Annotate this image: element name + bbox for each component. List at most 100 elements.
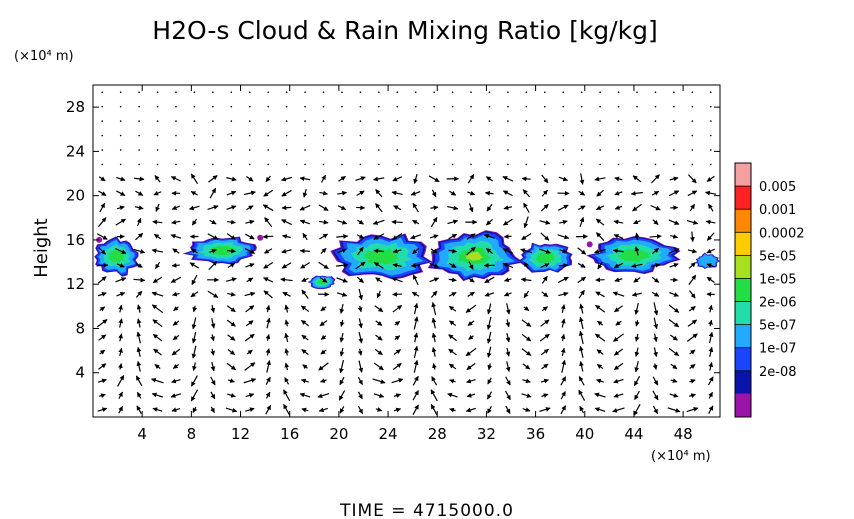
wind-vector xyxy=(579,173,585,185)
wind-vector xyxy=(448,348,457,356)
wind-vector xyxy=(503,234,512,239)
wind-vector xyxy=(540,348,549,356)
cloud-contour-region xyxy=(363,248,400,265)
wind-vector xyxy=(372,378,386,384)
wind-vector xyxy=(190,375,198,387)
wind-vector xyxy=(708,304,713,313)
wind-vector xyxy=(708,391,714,399)
wind-vector xyxy=(521,393,532,398)
wind-vector xyxy=(245,219,255,225)
wind-vector xyxy=(614,176,623,182)
wind-vector xyxy=(230,163,233,166)
wind-vector xyxy=(226,277,237,282)
wind-vector xyxy=(617,149,620,151)
wind-vector xyxy=(191,345,197,359)
wind-vector xyxy=(670,363,678,370)
wind-vector xyxy=(248,120,251,122)
wind-vector xyxy=(558,291,569,297)
colorbar-level-label: 1e-05 xyxy=(759,272,797,287)
wind-vector xyxy=(430,205,439,211)
wind-vector xyxy=(322,149,325,151)
wind-vector xyxy=(413,173,418,185)
wind-vector xyxy=(673,134,675,137)
wind-vector xyxy=(378,134,380,137)
wind-vector xyxy=(193,149,196,151)
wind-vector xyxy=(544,105,546,108)
wind-vector xyxy=(466,393,476,398)
wind-vector xyxy=(244,362,256,371)
wind-vector xyxy=(634,320,640,327)
x-tick-label: 40 xyxy=(575,425,594,443)
wind-vector xyxy=(595,218,605,226)
wind-vector xyxy=(285,120,288,122)
x-tick-label: 36 xyxy=(526,425,545,443)
wind-vector xyxy=(322,105,325,108)
wind-vector xyxy=(284,304,290,313)
wind-vector xyxy=(356,205,366,211)
wind-vector xyxy=(318,362,329,371)
y-unit-label: (×10⁴ m) xyxy=(14,49,74,64)
wind-vector xyxy=(614,305,624,313)
wind-vector xyxy=(412,404,419,415)
wind-vector xyxy=(265,404,272,415)
wind-vector xyxy=(449,320,457,326)
wind-vector xyxy=(502,248,514,254)
wind-vector xyxy=(557,234,570,240)
cloud-speckle xyxy=(586,241,593,248)
wind-vector xyxy=(613,219,624,225)
cloud-speckle xyxy=(96,236,103,243)
wind-vector xyxy=(521,176,531,182)
wind-vector xyxy=(599,149,601,151)
wind-vector xyxy=(378,120,380,122)
colorbar-level-label: 1e-07 xyxy=(759,342,797,357)
wind-vector xyxy=(502,262,514,269)
wind-vector xyxy=(320,378,327,383)
wind-vector xyxy=(339,332,345,343)
wind-vector xyxy=(706,248,716,254)
wind-vector xyxy=(650,204,661,211)
wind-vector xyxy=(595,205,605,211)
wind-vector xyxy=(170,393,182,398)
wind-vector xyxy=(577,276,587,284)
wind-vector xyxy=(396,105,399,108)
wind-vector xyxy=(156,149,159,151)
colorbar-level-label: 0.001 xyxy=(759,203,796,218)
wind-vector xyxy=(152,333,163,342)
wind-vector xyxy=(96,233,108,240)
wind-vector xyxy=(705,219,716,225)
wind-vector xyxy=(281,205,292,211)
wind-vector xyxy=(544,120,546,122)
wind-vector xyxy=(504,277,512,282)
wind-vector xyxy=(301,277,309,282)
wind-vector xyxy=(210,334,215,342)
wind-vector xyxy=(192,305,198,313)
wind-vector xyxy=(507,105,509,108)
colorbar-level-label: 5e-05 xyxy=(759,249,797,264)
wind-vector xyxy=(359,163,362,166)
wind-vector xyxy=(97,292,107,297)
wind-vector xyxy=(154,175,161,183)
wind-vector xyxy=(136,318,142,328)
wind-vector xyxy=(558,263,569,268)
wind-vector xyxy=(301,334,309,341)
wind-vector xyxy=(652,405,659,415)
wind-vector xyxy=(170,234,182,239)
wind-vector xyxy=(245,320,254,327)
x-tick-label: 8 xyxy=(187,425,197,443)
wind-vector xyxy=(544,134,546,137)
wind-vector xyxy=(521,333,532,342)
wind-vector xyxy=(654,163,657,166)
colorbar-swatch xyxy=(735,232,751,256)
wind-vector xyxy=(488,149,491,151)
wind-vector xyxy=(138,120,140,122)
wind-vector xyxy=(226,205,237,210)
wind-vector xyxy=(375,407,383,412)
wind-vector xyxy=(318,219,329,225)
wind-vector xyxy=(691,163,694,166)
wind-vector xyxy=(596,349,604,355)
wind-vector xyxy=(170,176,181,182)
wind-vector xyxy=(171,348,181,356)
wind-vector xyxy=(284,332,289,343)
wind-vector xyxy=(413,332,419,343)
colorbar-level-label: 2e-06 xyxy=(759,296,797,311)
